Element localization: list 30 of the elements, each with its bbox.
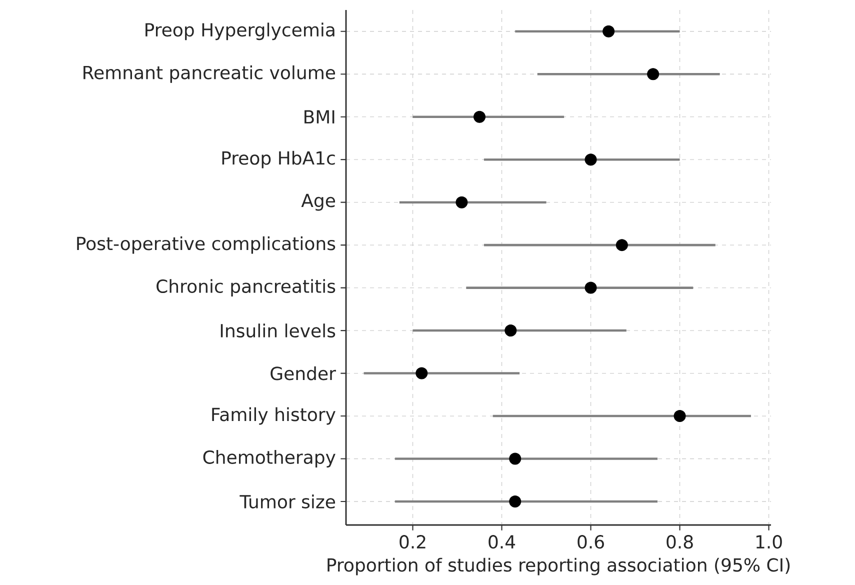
point [474,110,486,123]
point [584,154,597,166]
point [674,410,686,422]
y-tick-label: BMI [304,110,334,124]
point [647,68,660,80]
point [504,324,517,337]
point [616,239,628,252]
y-tick-label: Chronic pancreatitis [156,279,336,297]
y-tick-label: Insulin levels [220,324,336,338]
x-tick-label: 0.6 [578,535,604,549]
x-axis-title: Proportion of studies reporting association (95% CI) [328,558,790,576]
x-tick-label: 0.2 [400,535,426,549]
x-tick-label: 0.8 [666,535,693,549]
point [509,452,522,465]
y-tick-label: Preop Hyperglycemia [146,22,334,40]
point [602,25,615,38]
y-tick-label: Age [301,194,336,211]
y-tick-label: Post-operative complications [77,236,336,254]
y-tick-label: Gender [270,366,336,380]
point [416,367,428,380]
y-tick-label: Tumor size [240,494,336,508]
point [509,495,522,508]
x-tick-label: 1.0 [756,535,782,549]
y-tick-label: Family history [212,407,336,425]
y-tick-label: Preop HbA1c [222,150,335,168]
y-tick-label: Remnant pancreatic volume [84,65,336,83]
point [456,196,468,208]
point [584,282,597,294]
x-tick-label: 0.4 [488,535,516,549]
y-tick-label: Chemotherapy [203,450,336,468]
